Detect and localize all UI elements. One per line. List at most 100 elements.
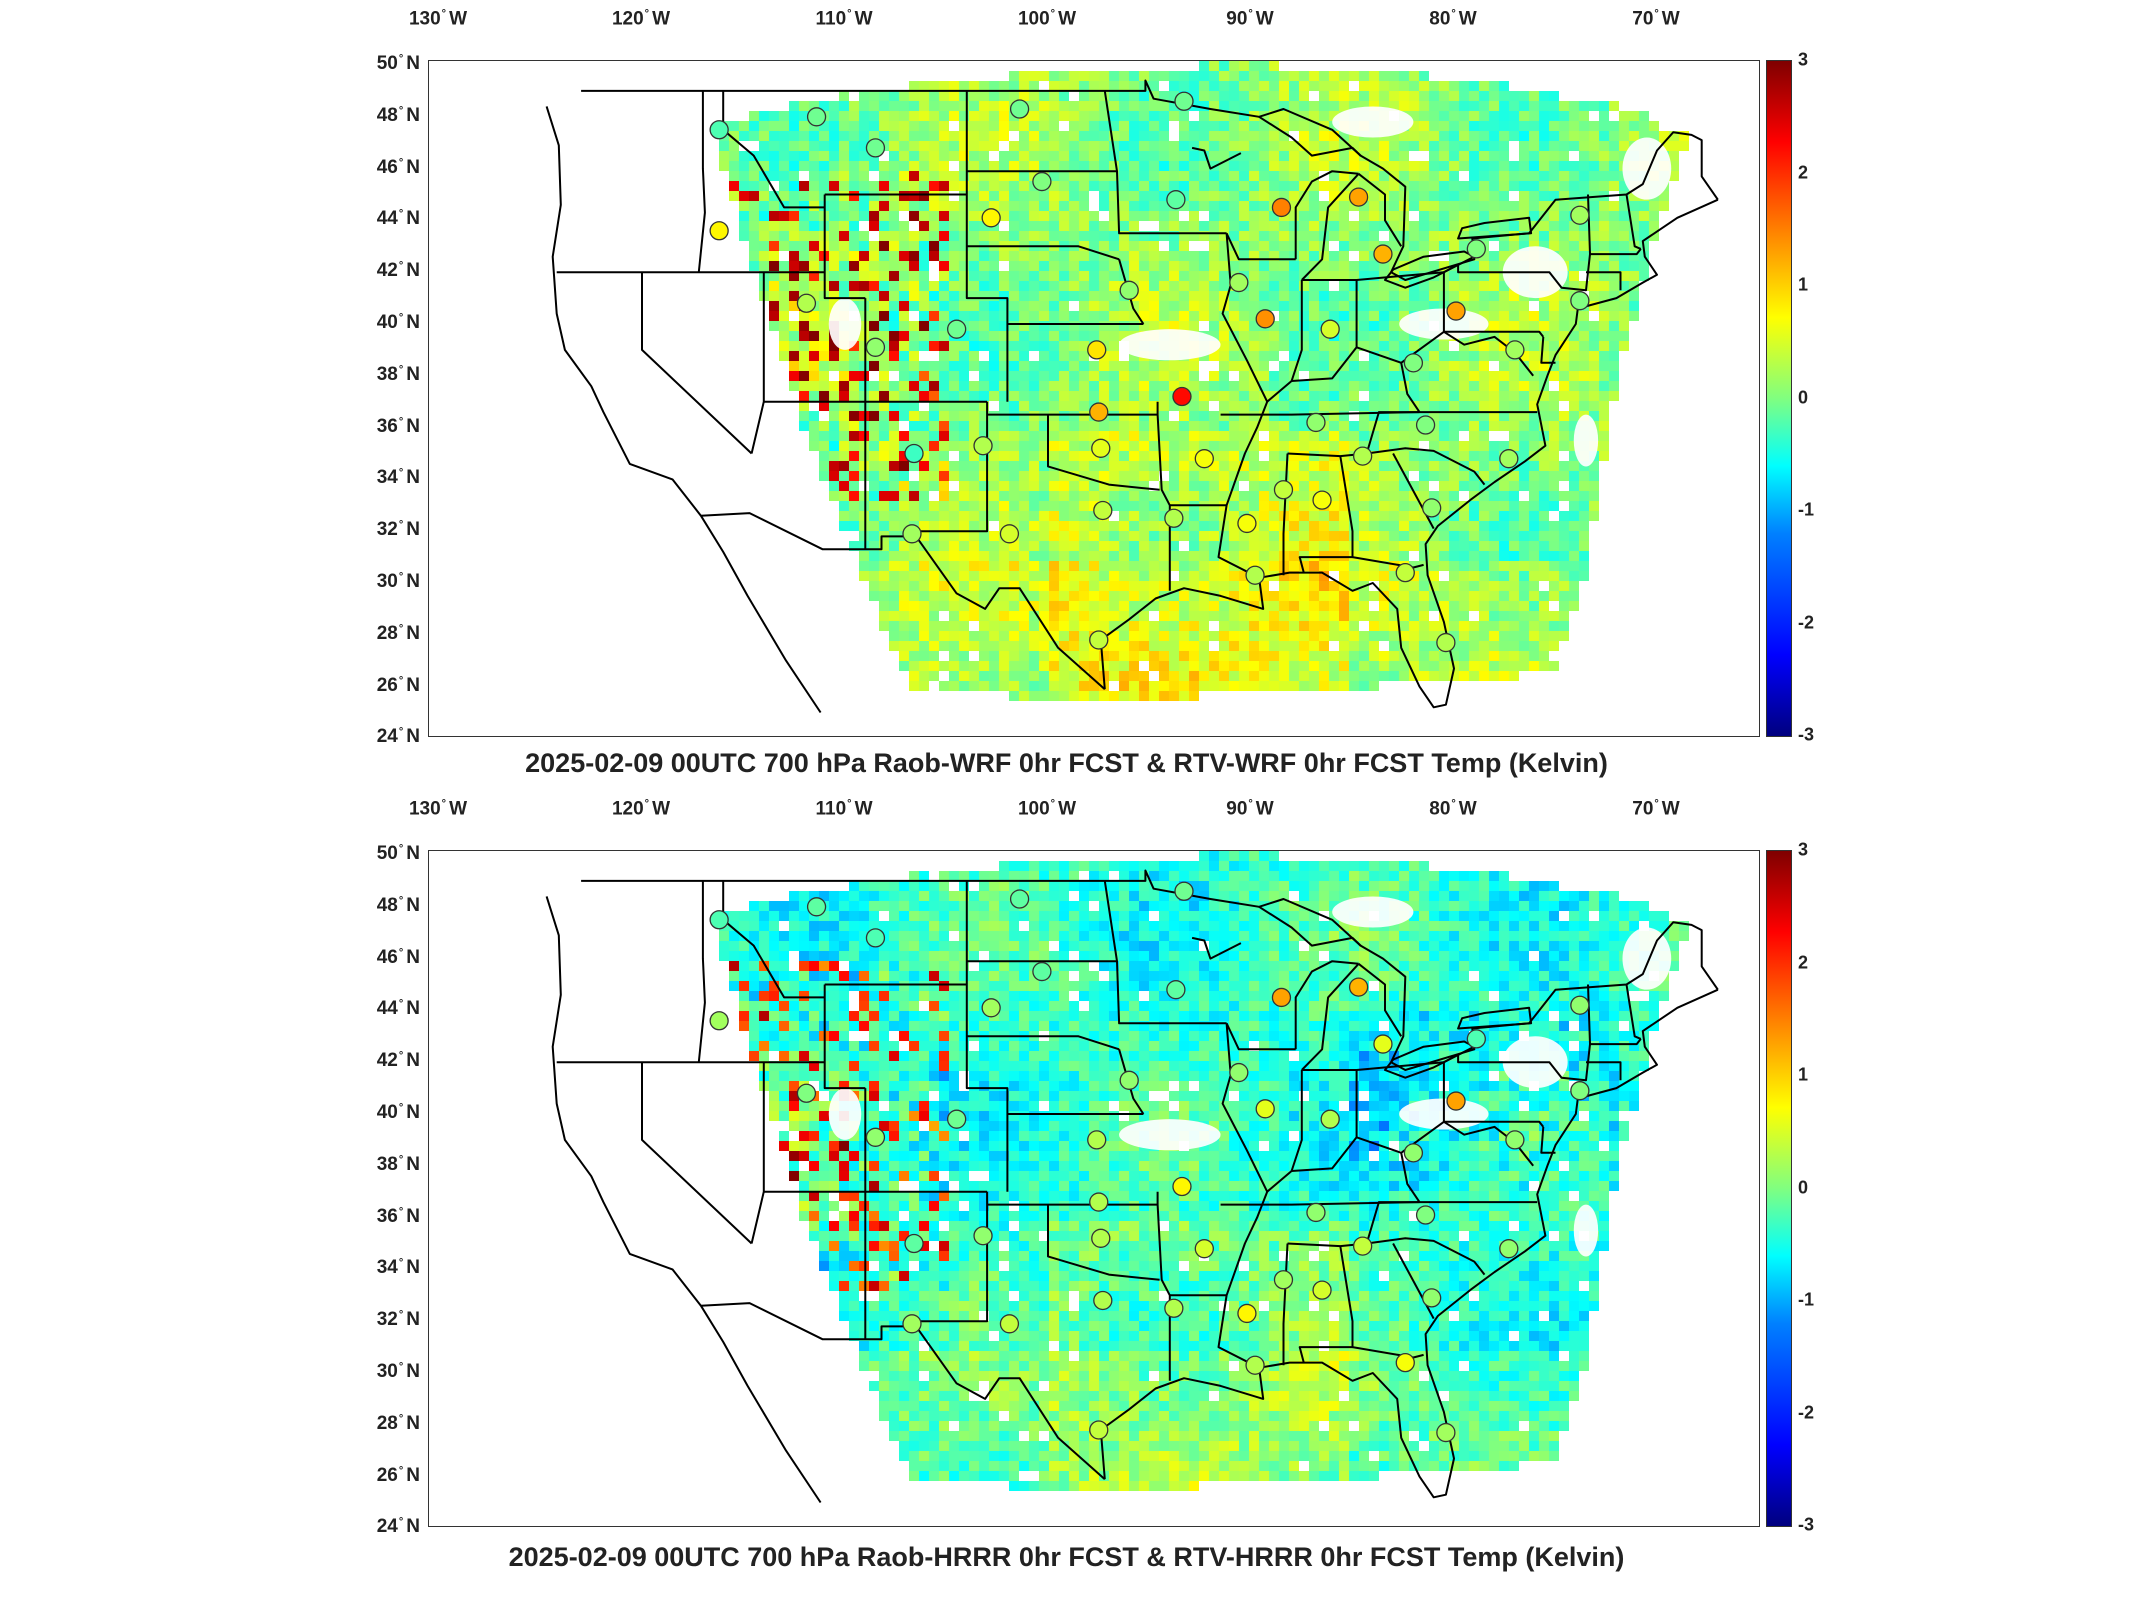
latitude-tick-label: 24° N <box>376 1516 420 1538</box>
raob-station-marker <box>981 208 1001 228</box>
raob-station-marker <box>1312 1280 1332 1300</box>
latitude-tick-label: 44° N <box>376 208 420 230</box>
raob-station-marker <box>709 1011 729 1031</box>
raob-station-marker <box>1403 1143 1424 1163</box>
longitude-tick-label: 80° W <box>1429 8 1477 30</box>
raob-station-marker <box>1091 438 1111 458</box>
raob-station-marker <box>1237 1303 1257 1324</box>
raob-station-marker <box>1237 513 1257 534</box>
raob-station-marker <box>1271 197 1292 218</box>
raob-station-marker <box>1087 340 1107 360</box>
latitude-tick-label: 36° N <box>376 415 420 437</box>
longitude-tick-label: 80° W <box>1429 798 1477 820</box>
raob-station-marker <box>1164 1298 1184 1318</box>
latitude-tick-label: 32° N <box>376 519 420 541</box>
raob-station-marker <box>973 1226 993 1246</box>
raob-station-marker <box>709 120 729 140</box>
raob-station-marker <box>1273 480 1294 500</box>
raob-station-marker <box>1353 446 1373 466</box>
raob-station-marker <box>865 138 886 158</box>
raob-station-marker <box>999 524 1020 544</box>
latitude-tick-label: 48° N <box>376 894 420 916</box>
longitude-tick-label: 120° W <box>611 8 671 30</box>
raob-station-marker <box>1348 977 1369 997</box>
colorbar-ticks: 3 2 1 0 -1 -2 -3 <box>1798 50 1838 745</box>
raob-station-marker <box>1320 319 1340 339</box>
raob-station-marker <box>709 910 729 930</box>
longitude-tick-label: 100° W <box>1017 8 1077 30</box>
latitude-tick-label: 42° N <box>376 1050 420 1072</box>
raob-station-marker <box>1194 1239 1214 1259</box>
raob-station-marker <box>1415 1205 1436 1225</box>
longitude-tick-label: 70° W <box>1632 798 1680 820</box>
latitude-tick-label: 40° N <box>376 311 420 334</box>
raob-station-marker <box>806 107 827 127</box>
colorbar-tick-label: -1 <box>1798 499 1815 520</box>
raob-station-marker <box>1087 1130 1107 1150</box>
colorbar <box>1766 60 1792 737</box>
raob-station-marker <box>1499 1239 1519 1259</box>
raob-station-marker <box>1089 402 1109 422</box>
raob-station-marker <box>902 1314 922 1334</box>
colorbar <box>1766 850 1792 1527</box>
longitude-tick-label: 70° W <box>1632 8 1680 30</box>
raob-station-marker <box>1395 1352 1415 1373</box>
raob-station-marker <box>981 998 1001 1018</box>
raob-station-marker <box>1395 562 1415 583</box>
raob-station-marker <box>1306 1202 1326 1223</box>
latitude-tick-label: 28° N <box>376 622 420 644</box>
latitude-tick-label: 26° N <box>376 1464 420 1486</box>
longitude-tick-label: 130° W <box>408 798 468 820</box>
latitude-tick-label: 38° N <box>376 1153 420 1175</box>
raob-station-marker <box>1093 1290 1113 1311</box>
boundary-lines <box>545 79 1719 714</box>
colorbar-tick-label: 3 <box>1798 839 1809 860</box>
raob-station-marker <box>796 293 817 313</box>
raob-station-marker <box>1373 1034 1393 1054</box>
colorbar-tick-label: 2 <box>1798 952 1809 972</box>
map-title: 2025-02-09 00UTC 700 hPa Raob-WRF 0hr FC… <box>525 748 1608 778</box>
raob-station-marker <box>1255 1099 1275 1119</box>
raob-station-marker <box>1166 980 1186 1000</box>
raob-station-marker <box>1172 386 1192 407</box>
colorbar-tick-label: 0 <box>1798 1177 1809 1197</box>
raob-station-marker <box>1245 565 1265 585</box>
colorbar-ticks: 3 2 1 0 -1 -2 -3 <box>1798 840 1838 1535</box>
latitude-axis: 50° N 48° N 46° N 44° N 42° N 40° N 38° N 36° N 34° N 32° N… <box>360 843 426 1538</box>
colorbar-tick-label: 0 <box>1798 387 1809 407</box>
longitude-tick-label: 110° W <box>815 8 873 30</box>
longitude-axis: 130° W 120° W 110° W 100° W 90° W 80° W 70° W <box>409 8 1758 38</box>
raob-station-marker <box>1229 272 1249 293</box>
raob-station-marker <box>1093 500 1113 521</box>
latitude-tick-label: 32° N <box>376 1309 420 1331</box>
raob-station-marker <box>947 319 967 339</box>
latitude-tick-label: 46° N <box>376 156 420 178</box>
latitude-tick-label: 24° N <box>376 726 420 748</box>
raob-station-marker <box>1091 1228 1111 1248</box>
raob-stations <box>709 881 1590 1443</box>
raob-station-marker <box>865 1127 886 1147</box>
longitude-tick-label: 90° W <box>1226 8 1274 30</box>
raob-station-marker <box>1436 1422 1456 1443</box>
map-canvas <box>545 61 1719 714</box>
temperature-difference-field <box>719 61 1689 701</box>
map-frame <box>428 850 1760 1527</box>
raob-station-marker <box>1505 340 1525 360</box>
map-title: 2025-02-09 00UTC 700 hPa Raob-HRRR 0hr F… <box>508 1542 1625 1572</box>
colorbar-tick-label: 2 <box>1798 162 1809 182</box>
colorbar-tick-label: 1 <box>1798 274 1809 295</box>
raob-station-marker <box>947 1109 967 1129</box>
raob-station-marker <box>1009 99 1030 119</box>
longitude-tick-label: 110° W <box>815 798 873 820</box>
latitude-tick-label: 46° N <box>376 946 420 968</box>
colorbar-tick-label: -2 <box>1798 1402 1815 1422</box>
latitude-tick-label: 38° N <box>376 363 420 385</box>
raob-station-marker <box>1446 1091 1466 1111</box>
raob-station-marker <box>1089 1192 1109 1212</box>
latitude-tick-label: 50° N <box>376 842 420 865</box>
raob-station-marker <box>865 337 886 357</box>
raob-station-marker <box>1174 881 1194 901</box>
raob-station-marker <box>1119 1070 1139 1090</box>
latitude-tick-label: 44° N <box>376 998 420 1020</box>
latitude-tick-label: 34° N <box>376 1257 420 1279</box>
